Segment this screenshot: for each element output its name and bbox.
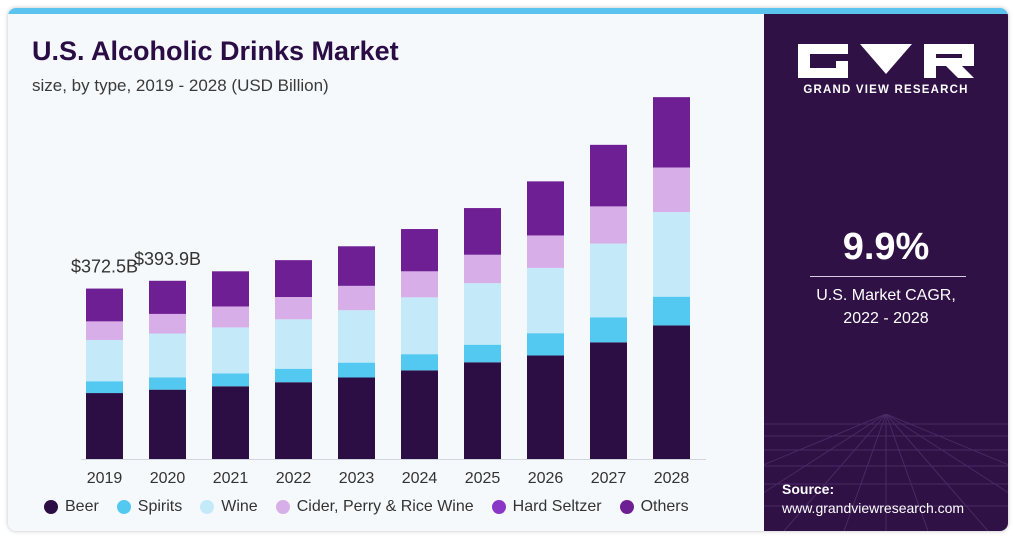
cagr-label: U.S. Market CAGR, 2022 - 2028 [764,284,1008,330]
legend-item-spirits: Spirits [116,498,183,516]
bar-segment-others-2028 [653,97,690,168]
bar-segment-beer-2024 [401,370,438,459]
brand-name: GRAND VIEW RESEARCH [803,84,969,96]
cagr-label-line1: U.S. Market CAGR, [816,287,956,304]
bar-segment-spirits-2023 [338,362,375,378]
infographic-card: U.S. Alcoholic Drinks Market size, by ty… [8,8,1008,531]
bar-segment-spirits-2026 [527,333,564,356]
chart-panel: U.S. Alcoholic Drinks Market size, by ty… [8,14,764,531]
bar-segment-wine-2019 [86,339,123,382]
bar-segment-beer-2028 [653,325,690,459]
bar-segment-others-2023 [338,246,375,286]
bar-segment-wine-2021 [212,327,249,374]
bar-segment-others-2022 [275,260,312,298]
bar-segment-cider-perry-rice-wine-2021 [212,306,249,328]
legend-swatch [44,500,58,514]
bar-segment-spirits-2019 [86,381,123,394]
bar-segment-beer-2019 [86,393,123,459]
bar-segment-others-2026 [527,181,564,236]
bar-segment-spirits-2025 [464,344,501,363]
bar-segment-cider-perry-rice-wine-2025 [464,254,501,284]
cagr-label-line2: 2022 - 2028 [843,310,929,327]
source-link[interactable]: www.grandviewresearch.com [782,500,965,516]
x-tick-label-2026: 2026 [528,470,564,487]
bar-segment-others-2020 [149,280,186,314]
x-tick-label-2019: 2019 [87,470,123,487]
data-label-2020: $393.9B [134,249,201,269]
legend-swatch [619,500,634,514]
chart-title: U.S. Alcoholic Drinks Market [32,36,399,66]
accent-bar [8,8,1008,14]
bar-segment-others-2019 [86,288,123,322]
perspective-grid-decoration [764,414,1008,531]
bar-segment-wine-2022 [275,319,312,369]
bar-segment-wine-2026 [527,267,564,334]
x-tick-label-2021: 2021 [213,470,249,487]
legend-item-wine: Wine [200,498,258,516]
x-tick-label-2024: 2024 [402,470,438,487]
bar-segment-others-2021 [212,271,249,307]
stacked-bar-chart: 2019 2020 2021 2022 2023 2024 2025 2026 2027 2028… [71,97,706,487]
bar-segment-cider-perry-rice-wine-2026 [527,235,564,268]
legend-swatch [275,500,290,514]
bar-segment-beer-2027 [590,342,627,459]
x-tick-label-2028: 2028 [654,470,690,487]
bar-segment-wine-2023 [338,310,375,363]
bar-segment-beer-2021 [212,386,249,459]
x-tick-label-2022: 2022 [276,470,312,487]
bar-segment-cider-perry-rice-wine-2019 [86,321,123,340]
x-tick-label-2023: 2023 [339,470,375,487]
side-panel: GRAND VIEW RESEARCH 9.9% U.S. Market CAG… [764,14,1008,531]
bar-segment-cider-perry-rice-wine-2020 [149,313,186,334]
cagr-value: 9.9% [842,226,930,268]
x-tick-label-2025: 2025 [465,470,501,487]
bar-segment-others-2025 [464,208,501,255]
legend-swatch [491,500,506,514]
bar-segment-others-2024 [401,229,438,272]
bar-segment-beer-2023 [338,377,375,459]
bar-segment-cider-perry-rice-wine-2028 [653,167,690,213]
legend-swatch [200,500,215,514]
bar-segment-spirits-2027 [590,317,627,343]
bar-segment-spirits-2024 [401,354,438,371]
bar-segment-wine-2025 [464,283,501,345]
legend-label: Others [640,498,689,515]
bar-segment-beer-2020 [149,389,186,459]
bar-segment-spirits-2020 [149,377,186,390]
bar-segment-wine-2020 [149,333,186,378]
legend-label: Spirits [137,498,183,515]
bar-segment-spirits-2028 [653,296,690,326]
x-tick-label-2020: 2020 [150,470,186,487]
bar-segment-spirits-2022 [275,368,312,383]
chart-legend: Beer Spirits Wine Cider, Perry & Rice Wine H… [44,498,689,516]
bar-segment-cider-perry-rice-wine-2024 [401,271,438,298]
bar-segment-wine-2028 [653,212,690,297]
bar-segment-cider-perry-rice-wine-2027 [590,206,627,244]
legend-item-cider-perry-rice-wine: Cider, Perry & Rice Wine [275,498,474,516]
bar-segment-cider-perry-rice-wine-2022 [275,297,312,320]
bar-segment-beer-2026 [527,355,564,459]
legend-swatch [116,500,131,514]
legend-label: Beer [65,498,99,515]
legend-item-hard-seltzer: Hard Seltzer [491,498,602,516]
bar-segment-wine-2024 [401,297,438,355]
gvr-logo-icon [798,44,974,78]
legend-item-others: Others [619,498,689,516]
legend-label: Hard Seltzer [512,498,602,515]
legend-label: Cider, Perry & Rice Wine [296,498,474,515]
cagr-divider [810,276,966,277]
bar-segment-beer-2025 [464,362,501,459]
bar-segment-cider-perry-rice-wine-2023 [338,285,375,311]
legend-item-beer: Beer [44,498,99,516]
source-label: Source: [782,481,835,497]
bar-segment-others-2027 [590,144,627,207]
bar-segment-wine-2027 [590,243,627,318]
bar-segment-beer-2022 [275,382,312,459]
chart-subtitle: size, by type, 2019 - 2028 (USD Billion) [32,76,329,95]
legend-label: Wine [221,498,258,515]
bar-segment-spirits-2021 [212,373,249,387]
x-tick-label-2027: 2027 [591,470,627,487]
data-label-2019: $372.5B [71,257,138,277]
